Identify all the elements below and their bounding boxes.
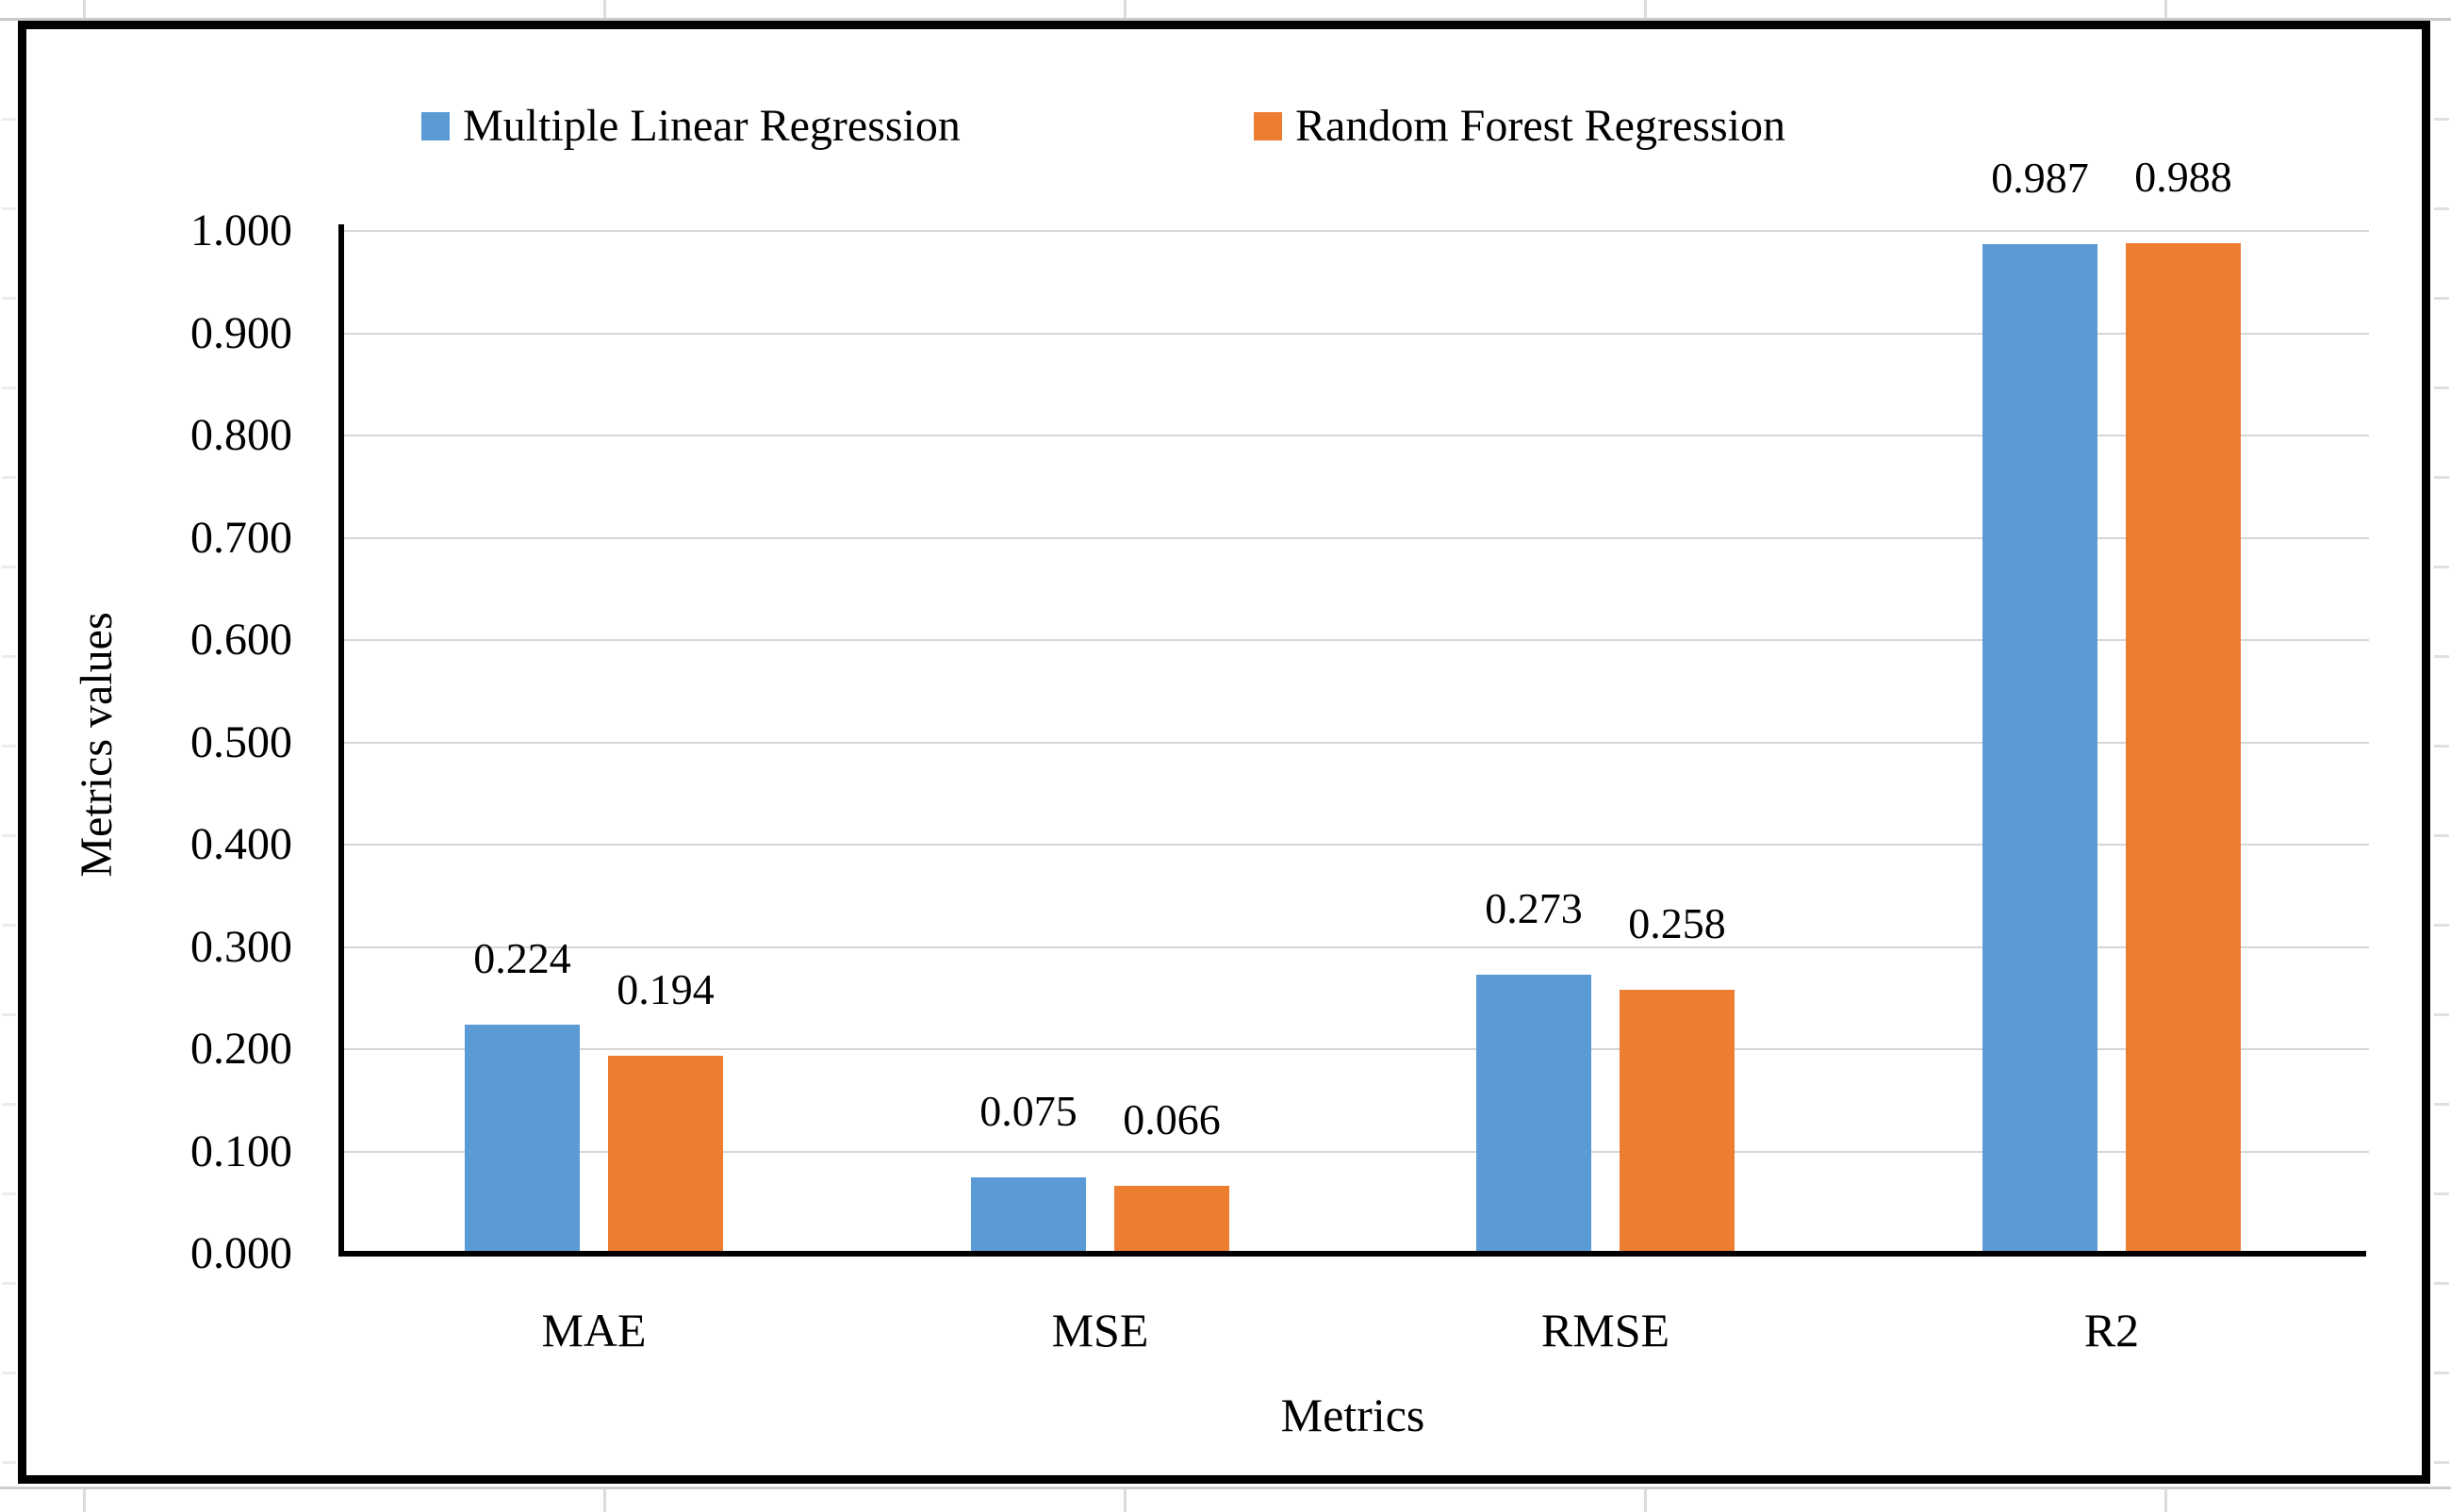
edge-dash-left bbox=[2, 1282, 16, 1285]
legend-swatch-icon bbox=[1254, 112, 1282, 140]
y-tick-label: 0.000 bbox=[190, 1228, 292, 1278]
edge-dash-right bbox=[2434, 297, 2449, 300]
edge-dash-right bbox=[2434, 1282, 2449, 1285]
bar-value-label: 0.224 bbox=[473, 934, 571, 982]
edge-stub-bottom bbox=[2164, 1489, 2167, 1512]
edge-dash-left bbox=[2, 386, 16, 389]
legend-swatch-icon bbox=[421, 112, 450, 140]
edge-dash-left bbox=[2, 1372, 16, 1374]
edge-dash-right bbox=[2434, 1192, 2449, 1195]
gridline bbox=[341, 844, 2369, 846]
gridline bbox=[341, 435, 2369, 436]
edge-dash-right bbox=[2434, 924, 2449, 927]
edge-dash-left bbox=[2, 745, 16, 748]
y-tick-label: 0.600 bbox=[190, 615, 292, 665]
y-tick-label: 0.800 bbox=[190, 410, 292, 460]
bar-value-label: 0.066 bbox=[1123, 1095, 1221, 1143]
bar-value-label: 0.194 bbox=[617, 965, 715, 1013]
edge-dash-right bbox=[2434, 207, 2449, 210]
edge-stub-bottom bbox=[83, 1489, 86, 1512]
edge-dash-left bbox=[2, 1103, 16, 1106]
legend-item-0: Multiple Linear Regression bbox=[421, 96, 961, 156]
edge-dash-left bbox=[2, 118, 16, 121]
edge-dash-left bbox=[2, 297, 16, 300]
edge-dash-right bbox=[2434, 834, 2449, 837]
edge-dash-left bbox=[2, 1461, 16, 1464]
y-tick-label: 0.300 bbox=[190, 922, 292, 972]
gridline bbox=[341, 639, 2369, 641]
edge-dash-right bbox=[2434, 655, 2449, 658]
edge-dash-right bbox=[2434, 1372, 2449, 1374]
gridline bbox=[341, 230, 2369, 232]
edge-dash-right bbox=[2434, 1013, 2449, 1016]
bar-value-label: 0.258 bbox=[1628, 899, 1726, 947]
gridline bbox=[341, 537, 2369, 539]
edge-dash-left bbox=[2, 1192, 16, 1195]
legend-item-1: Random Forest Regression bbox=[1254, 96, 1785, 156]
edge-stub-top bbox=[1644, 0, 1647, 18]
edge-dash-right bbox=[2434, 745, 2449, 748]
y-tick-label: 0.200 bbox=[190, 1024, 292, 1074]
y-tick-label: 0.100 bbox=[190, 1126, 292, 1176]
edge-stub-bottom bbox=[1644, 1489, 1647, 1512]
edge-stub-top bbox=[2164, 0, 2167, 18]
x-axis-line bbox=[338, 1251, 2366, 1257]
edge-dash-left bbox=[2, 207, 16, 210]
edge-dash-right bbox=[2434, 386, 2449, 389]
x-category-label-mae: MAE bbox=[541, 1304, 647, 1356]
bar-value-label: 0.075 bbox=[979, 1087, 1077, 1135]
edge-dash-right bbox=[2434, 476, 2449, 479]
edge-stub-bottom bbox=[1124, 1489, 1127, 1512]
edge-stub-bottom bbox=[603, 1489, 606, 1512]
bar-value-label: 0.987 bbox=[1991, 154, 2089, 202]
legend-label: Random Forest Regression bbox=[1295, 101, 1785, 151]
edge-line-top bbox=[0, 18, 2451, 21]
edge-stub-top bbox=[603, 0, 606, 18]
edge-dash-left bbox=[2, 924, 16, 927]
bar-value-label: 0.988 bbox=[2134, 153, 2232, 201]
bar-value-label: 0.273 bbox=[1485, 884, 1583, 932]
edge-dash-left bbox=[2, 834, 16, 837]
y-axis-title: Metrics values bbox=[72, 612, 122, 878]
gridline bbox=[341, 333, 2369, 335]
edge-dash-right bbox=[2434, 566, 2449, 568]
y-tick-label: 0.900 bbox=[190, 308, 292, 358]
gridline bbox=[341, 946, 2369, 948]
bar-mae-series1 bbox=[608, 1056, 723, 1251]
x-category-label-rmse: RMSE bbox=[1540, 1304, 1670, 1356]
gridline bbox=[341, 1048, 2369, 1050]
bar-rmse-series1 bbox=[1620, 990, 1735, 1251]
edge-dash-left bbox=[2, 566, 16, 568]
y-tick-label: 0.400 bbox=[190, 819, 292, 869]
gridline bbox=[341, 1151, 2369, 1153]
edge-stub-top bbox=[83, 0, 86, 18]
y-tick-label: 1.000 bbox=[190, 205, 292, 255]
legend-label: Multiple Linear Regression bbox=[463, 101, 961, 151]
edge-dash-left bbox=[2, 1013, 16, 1016]
x-category-label-mse: MSE bbox=[1051, 1304, 1149, 1356]
edge-stub-top bbox=[1124, 0, 1127, 18]
bar-r2-series0 bbox=[1982, 244, 2097, 1251]
y-tick-label: 0.500 bbox=[190, 717, 292, 767]
y-axis-line bbox=[338, 224, 344, 1257]
y-tick-label: 0.700 bbox=[190, 513, 292, 563]
bar-mse-series1 bbox=[1114, 1186, 1229, 1251]
x-axis-title: Metrics bbox=[1280, 1389, 1425, 1441]
edge-line-bottom bbox=[0, 1487, 2451, 1489]
chart-border-frame bbox=[18, 21, 2430, 1484]
x-category-label-r2: R2 bbox=[2083, 1304, 2140, 1356]
edge-dash-left bbox=[2, 476, 16, 479]
edge-dash-right bbox=[2434, 1103, 2449, 1106]
bar-mse-series0 bbox=[971, 1177, 1086, 1251]
gridline bbox=[341, 742, 2369, 744]
bar-mae-series0 bbox=[465, 1025, 580, 1251]
bar-r2-series1 bbox=[2126, 243, 2241, 1251]
edge-dash-right bbox=[2434, 118, 2449, 121]
bar-rmse-series0 bbox=[1476, 975, 1591, 1251]
edge-dash-right bbox=[2434, 1461, 2449, 1464]
edge-dash-left bbox=[2, 655, 16, 658]
